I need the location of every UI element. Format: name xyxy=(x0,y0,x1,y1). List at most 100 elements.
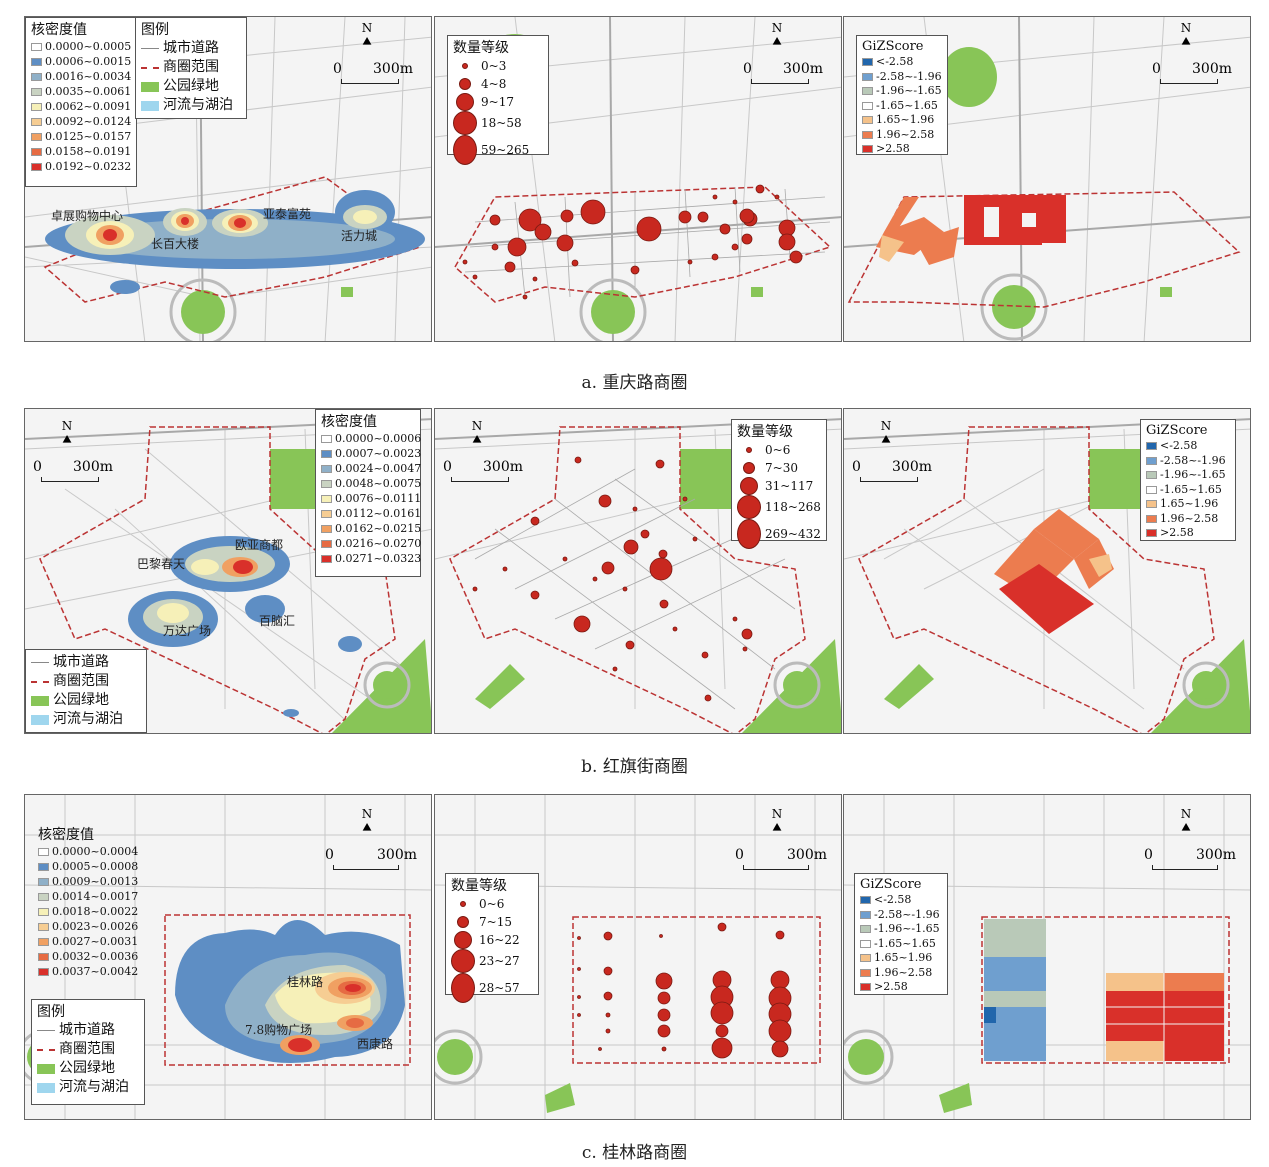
basemap-legend-a: 图例 城市道路 商圈范围 公园绿地 河流与湖泊 xyxy=(135,17,247,119)
poi-symbol xyxy=(562,556,568,562)
gi-swatch xyxy=(860,910,871,919)
basemap-legend-title: 图例 xyxy=(141,22,169,38)
north-arrow-icon: N ⯅ xyxy=(879,419,893,449)
gi-swatch xyxy=(862,145,873,154)
kernel-swatch xyxy=(31,42,42,51)
poi-symbol xyxy=(571,259,579,267)
gi-class-row: <-2.58 xyxy=(860,893,942,908)
poi-symbol xyxy=(657,991,671,1005)
map-c-hotspot: GiZScore <-2.58 -2.58~-1.96 -1.96~-1.65 -1.… xyxy=(843,794,1251,1120)
poi-symbol xyxy=(580,199,606,225)
north-arrow-icon: N ⯅ xyxy=(360,21,374,51)
poi-symbol xyxy=(755,184,765,194)
north-arrow-icon: N ⯅ xyxy=(1179,21,1193,51)
kernel-class-row: 0.0037~0.0042 xyxy=(38,964,138,979)
poi-symbol xyxy=(731,243,739,251)
gi-class-row: <-2.58 xyxy=(862,55,942,70)
poi-symbol xyxy=(603,991,613,1001)
graduated-symbol-icon xyxy=(740,477,758,495)
poi-symbol xyxy=(717,922,727,932)
kernel-swatch xyxy=(31,132,42,141)
gi-class-row: 1.96~2.58 xyxy=(860,966,942,981)
legend-road: 城市道路 xyxy=(31,653,141,672)
map-b-hotspot: GiZScore <-2.58 -2.58~-1.96 -1.96~-1.65 -1.… xyxy=(843,408,1251,734)
poi-symbol xyxy=(657,1024,671,1038)
place-label: 万达广场 xyxy=(163,624,212,638)
poi-symbol xyxy=(715,1024,729,1038)
legend-road: 城市道路 xyxy=(37,1021,139,1040)
graduated-legend-title: 数量等级 xyxy=(451,878,507,894)
gi-swatch xyxy=(1146,442,1157,451)
place-label: 长百大楼 xyxy=(151,237,200,251)
legend-boundary: 商圈范围 xyxy=(37,1040,139,1059)
poi-symbol xyxy=(489,214,501,226)
graduated-symbol-icon xyxy=(456,93,474,111)
gi-swatch xyxy=(860,896,871,905)
scale-bar: 0 300m xyxy=(1144,847,1244,877)
place-label: 桂林路 xyxy=(287,975,324,989)
kernel-class-row: 0.0162~0.0215 xyxy=(321,521,421,536)
graduated-class-row: 7~30 xyxy=(737,459,821,477)
poi-symbol xyxy=(657,1008,671,1022)
kernel-class-row: 0.0112~0.0161 xyxy=(321,506,421,521)
gi-class-row: -1.65~1.65 xyxy=(1146,483,1230,498)
gi-class-row: -1.96~-1.65 xyxy=(862,84,942,99)
gi-class-row: <-2.58 xyxy=(1146,439,1230,454)
kernel-swatch xyxy=(321,449,332,458)
kernel-swatch xyxy=(38,952,49,961)
gi-swatch xyxy=(860,983,871,992)
gi-swatch xyxy=(862,116,873,125)
poi-symbol xyxy=(778,233,796,251)
gi-class-row: -1.96~-1.65 xyxy=(1146,468,1230,483)
graduated-class-row: 18~58 xyxy=(453,111,543,135)
gi-class-row: 1.96~2.58 xyxy=(1146,512,1230,527)
gi-swatch xyxy=(862,87,873,96)
gi-class-row: 1.65~1.96 xyxy=(860,951,942,966)
gi-class-row: -2.58~-1.96 xyxy=(1146,454,1230,469)
graduated-legend-a: 数量等级 0~3 4~8 9~17 18~58 59~265 xyxy=(447,35,549,165)
gi-swatch xyxy=(862,58,873,67)
basemap-legend-b: 城市道路 商圈范围 公园绿地 河流与湖泊 xyxy=(25,649,147,733)
kernel-class-row: 0.0158~0.0191 xyxy=(31,144,131,159)
poi-symbol xyxy=(601,561,615,575)
poi-symbol xyxy=(507,237,527,257)
poi-symbol xyxy=(625,640,635,650)
poi-symbol xyxy=(502,566,508,572)
poi-symbol xyxy=(622,586,628,592)
poi-symbol xyxy=(577,936,581,940)
kernel-class-row: 0.0027~0.0031 xyxy=(38,934,138,949)
poi-symbol xyxy=(704,694,712,702)
gi-class-row: -2.58~-1.96 xyxy=(862,70,942,85)
place-label: 亚泰富苑 xyxy=(263,207,312,221)
gi-class-row: >2.58 xyxy=(1146,526,1230,541)
graduated-class-row: 59~265 xyxy=(453,135,543,165)
poi-symbol xyxy=(739,208,755,224)
graduated-class-row: 7~15 xyxy=(451,913,533,931)
graduated-class-row: 16~22 xyxy=(451,931,533,949)
kernel-swatch xyxy=(321,539,332,548)
kernel-class-row: 0.0006~0.0015 xyxy=(31,54,131,69)
basemap-legend-title: 图例 xyxy=(37,1004,65,1020)
poi-symbol xyxy=(672,626,678,632)
kernel-class-row: 0.0076~0.0111 xyxy=(321,491,421,506)
poi-symbol xyxy=(605,1012,611,1018)
poi-symbol xyxy=(577,995,581,999)
poi-symbol xyxy=(491,243,499,251)
map-a-kernel: 核密度值 0.0000~0.0005 0.0006~0.0015 0.0016~0.… xyxy=(24,16,432,342)
kernel-class-row: 0.0007~0.0023 xyxy=(321,446,421,461)
poi-symbol xyxy=(742,646,748,652)
graduated-symbol-icon xyxy=(737,495,761,519)
kernel-swatch xyxy=(38,967,49,976)
graduated-symbol-icon xyxy=(457,916,469,928)
kernel-class-row: 0.0192~0.0232 xyxy=(31,159,131,174)
poi-symbol xyxy=(630,265,640,275)
graduated-class-row: 31~117 xyxy=(737,477,821,495)
poi-symbol xyxy=(603,931,613,941)
map-b-graduated-svg xyxy=(435,418,841,733)
kernel-swatch xyxy=(31,87,42,96)
kernel-swatch xyxy=(321,434,332,443)
north-arrow-icon: N ⯅ xyxy=(360,807,374,837)
kernel-class-row: 0.0023~0.0026 xyxy=(38,919,138,934)
kernel-swatch xyxy=(38,892,49,901)
kernel-class-row: 0.0035~0.0061 xyxy=(31,84,131,99)
